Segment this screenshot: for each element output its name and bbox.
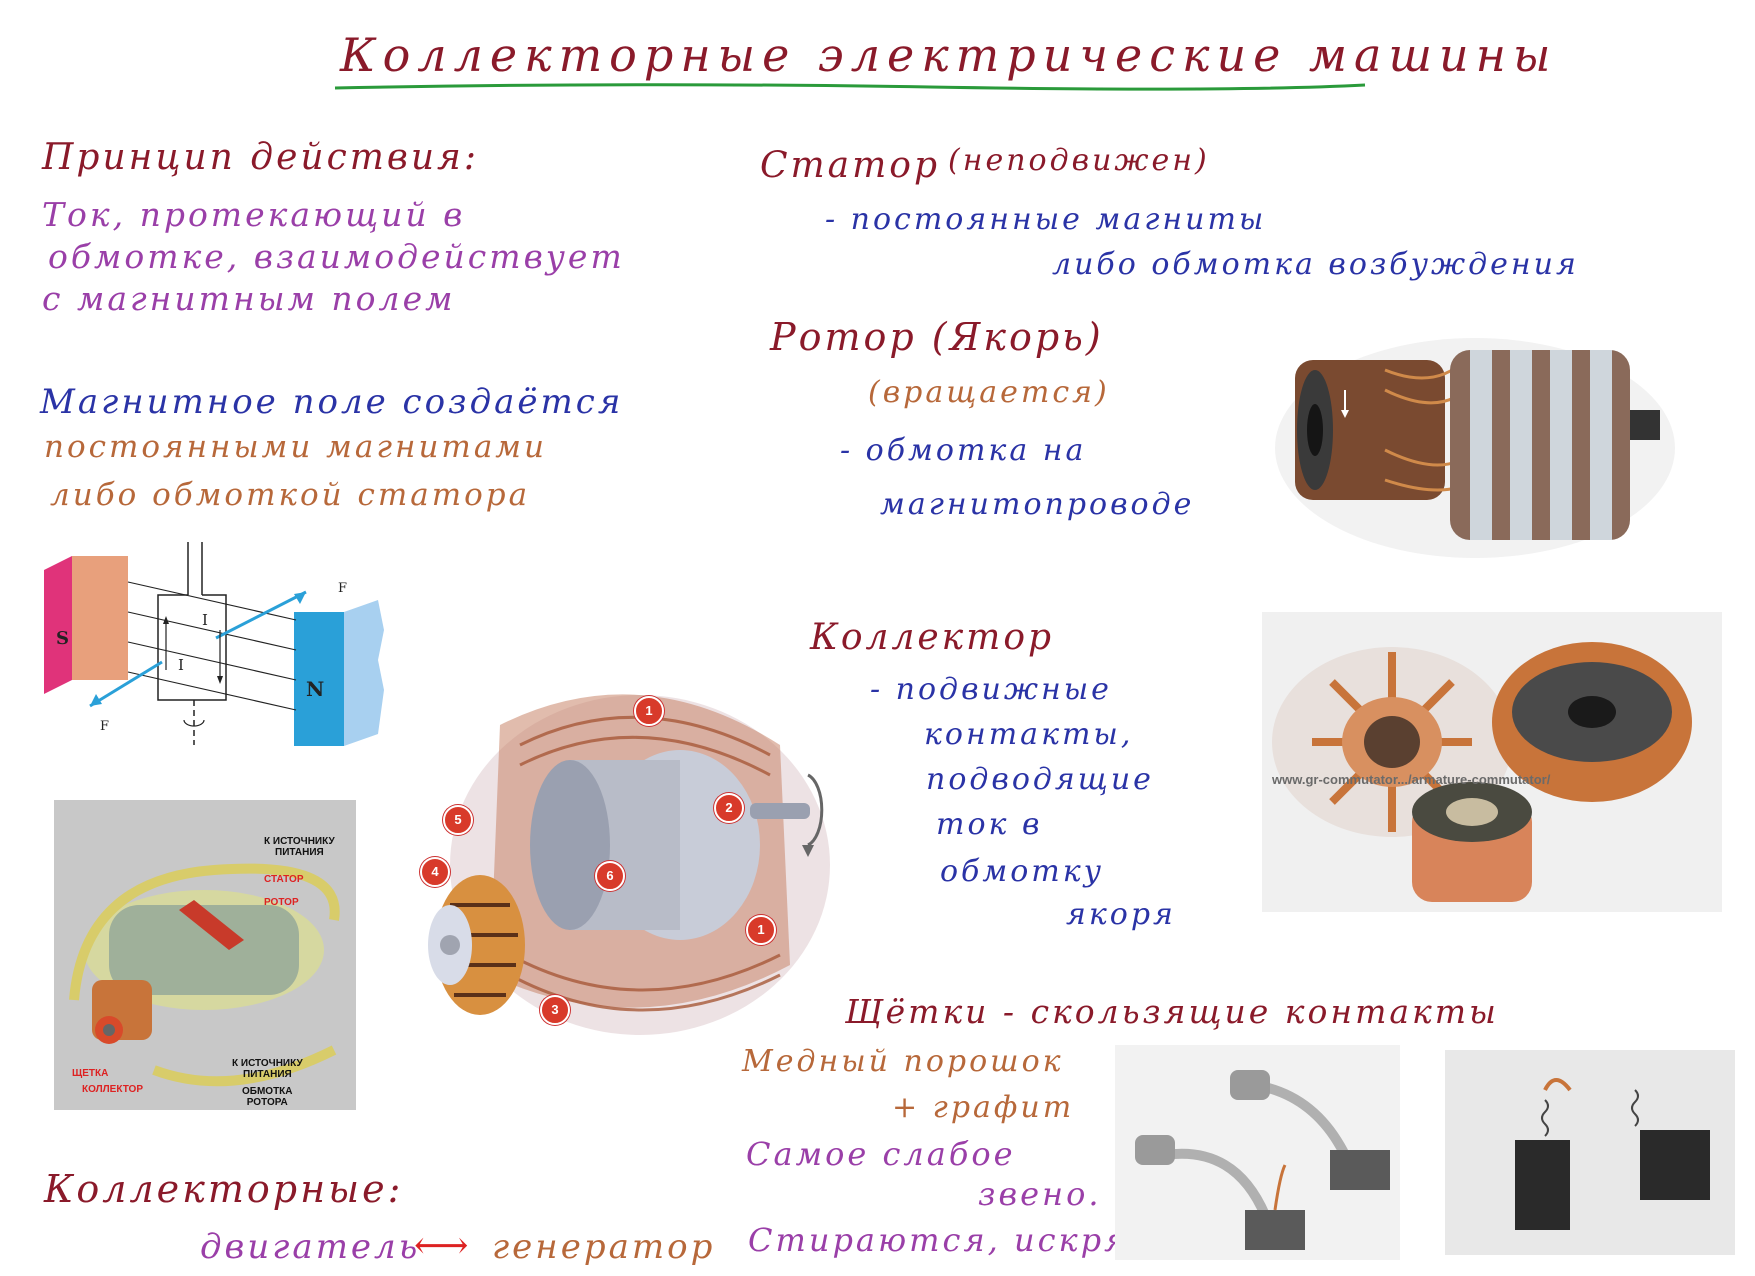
current-label-2: I [202, 611, 208, 629]
label-brush: ЩЕТКА [72, 1068, 109, 1079]
magnet-n-front [294, 612, 344, 746]
rotor-title: Ротор (Якорь) [770, 315, 1104, 359]
bottom-arrow: ⟷ [414, 1223, 469, 1267]
motor-badge-1b: 1 [746, 915, 776, 945]
bottom-motor: двигатель [200, 1227, 421, 1267]
collector-line-5: обмотку [940, 854, 1105, 889]
motor-badge-2: 2 [714, 793, 744, 823]
brushes-photo-2 [1445, 1050, 1735, 1255]
magnet-n-label: N [306, 677, 324, 701]
collector-line-1: - подвижные [870, 672, 1112, 707]
rotor-line-1: - обмотка на [840, 433, 1087, 468]
principle-line-3: с магнитным полем [42, 279, 456, 318]
motor-badge-3: 3 [540, 995, 570, 1025]
rotor-note: (вращается) [868, 375, 1110, 410]
field-line-2: постоянными магнитами [44, 429, 547, 465]
label-source-top: К ИСТОЧНИКУ ПИТАНИЯ [264, 836, 335, 858]
magnet-loop-diagram: S N I I F F [44, 542, 384, 746]
collector-watermark: www.gr-commutator.../armature-commutator… [1272, 772, 1551, 787]
magnet-s-front [72, 556, 128, 680]
title-underline [334, 83, 1366, 91]
force-label-2: F [100, 719, 109, 734]
cutaway-motor-illustration [69, 863, 340, 1087]
label-source-bottom: К ИСТОЧНИКУ ПИТАНИЯ [232, 1058, 303, 1080]
brushes-line-2: + графит [892, 1090, 1075, 1125]
brushes-line-1: Медный порошок [742, 1044, 1064, 1079]
label-collector: КОЛЛЕКТОР [82, 1084, 143, 1095]
brushes-line-3: Самое слабое [746, 1135, 1016, 1173]
motor-badge-6: 6 [595, 861, 625, 891]
magnet-n-side [344, 600, 384, 746]
principle-line-1: Ток, протекающий в [42, 195, 466, 234]
collector-line-3: подводящие [926, 762, 1154, 797]
label-rotor: РОТОР [264, 897, 299, 908]
rotor-line-2: магнитопроводе [880, 487, 1195, 522]
label-stator: СТАТОР [264, 874, 304, 885]
force-label-1: F [338, 581, 347, 596]
stator-line-2: либо обмотка возбуждения [1052, 247, 1579, 282]
brushes-line-5: Стираются, искрят [748, 1221, 1162, 1259]
cutaway-motor-figure: К ИСТОЧНИКУ ПИТАНИЯ СТАТОР РОТОР К ИСТОЧ… [54, 800, 356, 1110]
stator-line-1: - постоянные магниты [825, 202, 1267, 237]
magnet-s-label: S [56, 628, 69, 649]
motor-exploded-figure: 1 2 1 3 4 5 6 [410, 665, 850, 1045]
page-title: Коллекторные электрические машины [340, 28, 1558, 82]
current-label-1: I [178, 656, 184, 674]
collector-line-2: контакты, [924, 717, 1134, 752]
motor-badge-5: 5 [443, 805, 473, 835]
bottom-generator: генератор [492, 1227, 716, 1267]
principle-heading: Принцип действия: [42, 137, 479, 178]
brushes-line-4: звено. [978, 1175, 1102, 1213]
collector-photo: www.gr-commutator.../armature-commutator… [1262, 612, 1722, 912]
field-line-1: Магнитное поле создаётся [40, 382, 624, 422]
commutators-illustration [1272, 642, 1692, 902]
collector-title: Коллектор [810, 617, 1055, 658]
label-rotor-winding: ОБМОТКА РОТОРА [242, 1086, 293, 1108]
brushes-title: Щётки - скользящие контакты [845, 992, 1499, 1031]
bottom-title: Коллекторные: [44, 1167, 404, 1211]
motor-badge-1a: 1 [634, 696, 664, 726]
motor-badge-4: 4 [420, 857, 450, 887]
brushes-photo-1 [1115, 1045, 1400, 1260]
rotor-photo [1275, 338, 1675, 558]
principle-line-2: обмотке, взаимодействует [48, 237, 625, 276]
motor-illustration [428, 694, 830, 1035]
stator-title: Статор [760, 145, 940, 186]
collector-line-6: якоря [1066, 897, 1176, 932]
collector-line-4: ток в [936, 807, 1043, 842]
field-line-3: либо обмоткой статора [50, 477, 531, 513]
stator-note: (неподвижен) [948, 143, 1210, 178]
